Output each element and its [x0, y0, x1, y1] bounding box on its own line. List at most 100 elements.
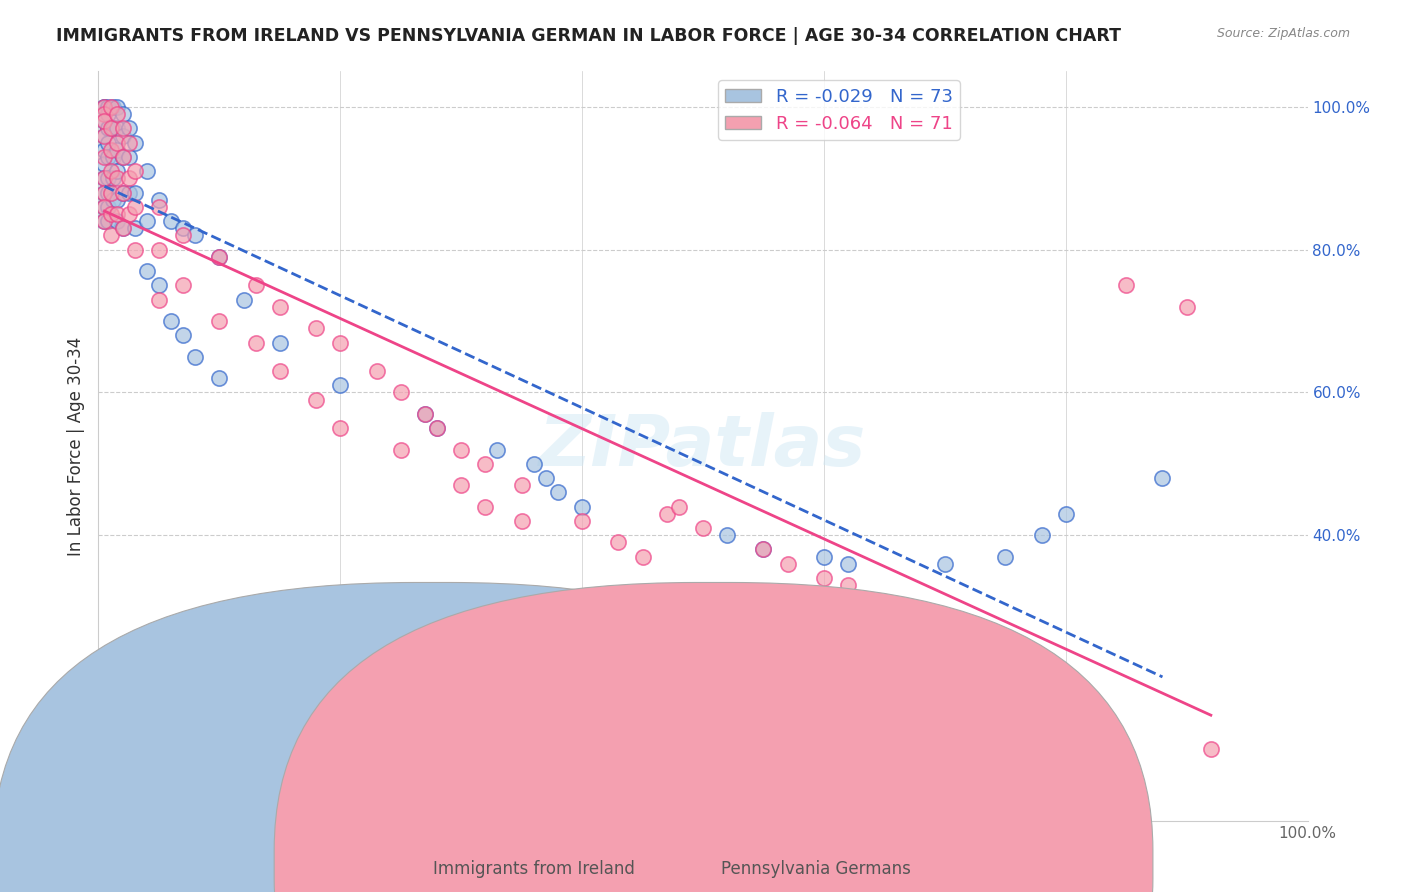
Point [366, 364, 388, 378]
Point [105, 214, 128, 228]
Point [135, 264, 157, 278]
Point [160, 214, 183, 228]
Point [523, 457, 546, 471]
Point [305, 321, 328, 335]
Point [607, 535, 630, 549]
Point [571, 500, 593, 514]
Point [474, 457, 496, 471]
Point [93, 171, 115, 186]
Point [1115, 278, 1137, 293]
Point [813, 571, 835, 585]
Point [124, 164, 146, 178]
Point [118, 121, 141, 136]
Point [105, 121, 128, 136]
Point [934, 621, 956, 635]
Text: Source: ZipAtlas.com: Source: ZipAtlas.com [1216, 27, 1350, 40]
Point [93, 171, 115, 186]
Point [1031, 528, 1053, 542]
Point [172, 221, 194, 235]
Point [93, 114, 115, 128]
Point [571, 514, 593, 528]
Point [510, 514, 533, 528]
Point [450, 442, 472, 457]
Point [716, 528, 738, 542]
Point [100, 228, 122, 243]
Legend: R = -0.029   N = 73, R = -0.064   N = 71: R = -0.029 N = 73, R = -0.064 N = 71 [718, 80, 960, 140]
Point [111, 150, 134, 164]
Point [93, 100, 115, 114]
Point [118, 207, 141, 221]
Point [118, 171, 141, 186]
Point [124, 243, 146, 257]
Y-axis label: In Labor Force | Age 30-34: In Labor Force | Age 30-34 [66, 336, 84, 556]
Point [668, 500, 690, 514]
Point [631, 549, 654, 564]
Point [389, 442, 412, 457]
Point [111, 107, 134, 121]
Point [510, 478, 533, 492]
Point [105, 143, 128, 157]
Point [813, 549, 835, 564]
Point [172, 328, 194, 343]
Point [93, 186, 115, 200]
Point [93, 200, 115, 214]
Point [269, 335, 291, 350]
Point [655, 507, 678, 521]
Point [124, 221, 146, 235]
Point [93, 150, 115, 164]
Point [111, 128, 134, 143]
Point [389, 385, 412, 400]
Point [135, 214, 157, 228]
Point [111, 221, 134, 235]
Point [184, 350, 207, 364]
Point [118, 136, 141, 150]
Point [172, 228, 194, 243]
Point [934, 557, 956, 571]
Point [118, 150, 141, 164]
Point [1199, 742, 1222, 756]
Point [148, 278, 170, 293]
Point [105, 100, 128, 114]
Point [208, 250, 231, 264]
Point [148, 200, 170, 214]
Point [93, 100, 115, 114]
Point [105, 193, 128, 207]
Point [105, 207, 128, 221]
Point [837, 578, 859, 592]
Text: ZIPatlas: ZIPatlas [540, 411, 866, 481]
Point [97, 100, 120, 114]
Point [124, 200, 146, 214]
Point [474, 500, 496, 514]
Point [329, 335, 352, 350]
Point [160, 314, 183, 328]
Point [101, 171, 124, 186]
Point [184, 228, 207, 243]
Point [692, 521, 714, 535]
Point [101, 121, 124, 136]
Point [93, 128, 115, 143]
Point [93, 186, 115, 200]
Point [135, 164, 157, 178]
Point [1152, 471, 1174, 485]
Point [105, 107, 128, 121]
Point [752, 542, 775, 557]
FancyBboxPatch shape [274, 582, 1153, 892]
Point [776, 557, 799, 571]
Point [97, 200, 120, 214]
Text: Immigrants from Ireland: Immigrants from Ireland [433, 860, 636, 878]
Point [413, 407, 436, 421]
Point [93, 114, 115, 128]
Point [413, 407, 436, 421]
Point [1175, 300, 1198, 314]
Point [305, 392, 328, 407]
Point [111, 186, 134, 200]
Point [97, 121, 120, 136]
Point [148, 293, 170, 307]
Point [97, 136, 120, 150]
Point [111, 186, 134, 200]
Point [534, 471, 557, 485]
Point [329, 421, 352, 435]
Point [100, 186, 122, 200]
Point [105, 164, 128, 178]
Point [105, 171, 128, 186]
